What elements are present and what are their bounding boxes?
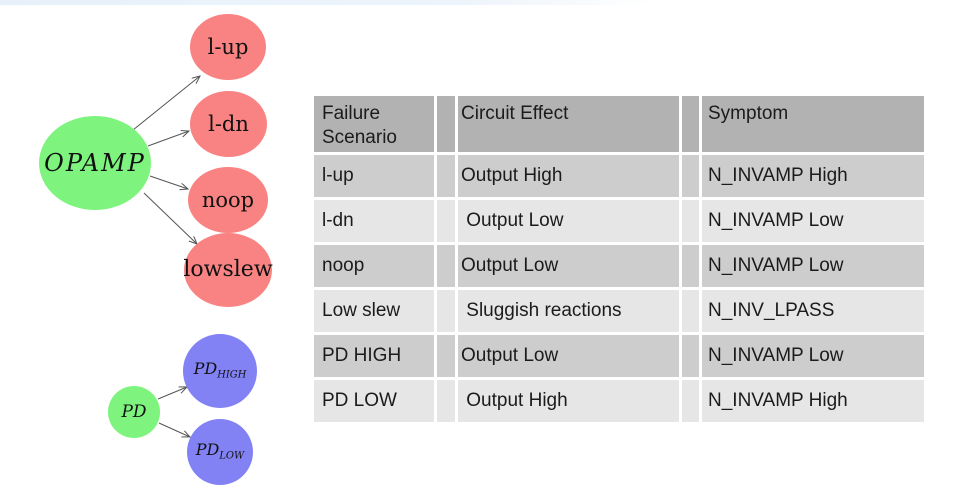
node-lowslew-label: lowslew bbox=[183, 257, 273, 282]
edge-pd-to-pd-low bbox=[158, 422, 190, 437]
node-pd-low: PDLOW bbox=[187, 419, 253, 485]
node-pd-label: PD bbox=[121, 401, 147, 422]
table-cell-scenario: Low slew bbox=[314, 290, 434, 332]
top-edge-strip bbox=[0, 0, 660, 5]
node-noop: noop bbox=[188, 167, 268, 233]
table-spacer-cell bbox=[682, 290, 699, 332]
table-cell-scenario: noop bbox=[314, 245, 434, 287]
table-spacer-cell bbox=[437, 290, 455, 332]
node-pd-low-subscript: LOW bbox=[219, 450, 245, 462]
table-cell-effect: Output High bbox=[458, 155, 679, 197]
table-cell-scenario: l-up bbox=[314, 155, 434, 197]
node-pd-high: PDHIGH bbox=[183, 334, 257, 408]
column-header-symptom: Symptom bbox=[702, 96, 924, 152]
table-cell-scenario: PD LOW bbox=[314, 380, 434, 422]
node-l-up: l-up bbox=[190, 14, 266, 80]
column-header-circuit-effect: Circuit Effect bbox=[458, 96, 679, 152]
table-cell-effect: Output Low bbox=[458, 200, 679, 242]
table-spacer-cell bbox=[682, 335, 699, 377]
table-cell-effect: Output Low bbox=[458, 335, 679, 377]
table-cell-symptom: N_INV_LPASS bbox=[702, 290, 924, 332]
table-spacer-cell bbox=[437, 380, 455, 422]
table-cell-symptom: N_INVAMP Low bbox=[702, 335, 924, 377]
node-pd-low-label: PD bbox=[195, 440, 220, 460]
node-opamp-label: OPAMP bbox=[44, 149, 146, 177]
table-spacer-cell bbox=[437, 200, 455, 242]
column-header-failure-scenario: Failure Scenario bbox=[314, 96, 434, 152]
edge-opamp-to-l-dn bbox=[147, 131, 189, 147]
table-cell-effect: Output Low bbox=[458, 245, 679, 287]
table-cell-symptom: N_INVAMP Low bbox=[702, 200, 924, 242]
node-l-dn: l-dn bbox=[190, 91, 267, 157]
table-cell-symptom: N_INVAMP High bbox=[702, 380, 924, 422]
node-noop-label: noop bbox=[201, 187, 255, 212]
table-cell-symptom: N_INVAMP Low bbox=[702, 245, 924, 287]
failure-scenario-table: Failure Scenario Circuit Effect Symptom … bbox=[314, 96, 924, 422]
node-pd-high-subscript: HIGH bbox=[217, 369, 247, 381]
node-pd-high-label: PD bbox=[193, 359, 218, 379]
table-spacer-cell bbox=[437, 245, 455, 287]
table-cell-scenario: l-dn bbox=[314, 200, 434, 242]
table-cell-symptom: N_INVAMP High bbox=[702, 155, 924, 197]
table-spacer-cell bbox=[437, 155, 455, 197]
node-opamp: OPAMP bbox=[39, 116, 151, 210]
table-spacer-cell bbox=[682, 245, 699, 287]
table-spacer-cell bbox=[682, 200, 699, 242]
table-spacer-cell bbox=[682, 155, 699, 197]
node-l-dn-label: l-dn bbox=[208, 111, 249, 136]
node-lowslew: lowslew bbox=[183, 233, 273, 307]
table-spacer-cell bbox=[682, 96, 699, 152]
table-spacer-cell bbox=[437, 96, 455, 152]
edge-pd-to-pd-high bbox=[157, 387, 187, 400]
table-cell-effect: Sluggish reactions bbox=[458, 290, 679, 332]
table-spacer-cell bbox=[437, 335, 455, 377]
table-cell-scenario: PD HIGH bbox=[314, 335, 434, 377]
node-pd: PD bbox=[108, 386, 160, 438]
table-cell-effect: Output High bbox=[458, 380, 679, 422]
edge-opamp-to-noop bbox=[149, 175, 188, 189]
node-l-up-label: l-up bbox=[207, 34, 249, 59]
table-spacer-cell bbox=[682, 380, 699, 422]
